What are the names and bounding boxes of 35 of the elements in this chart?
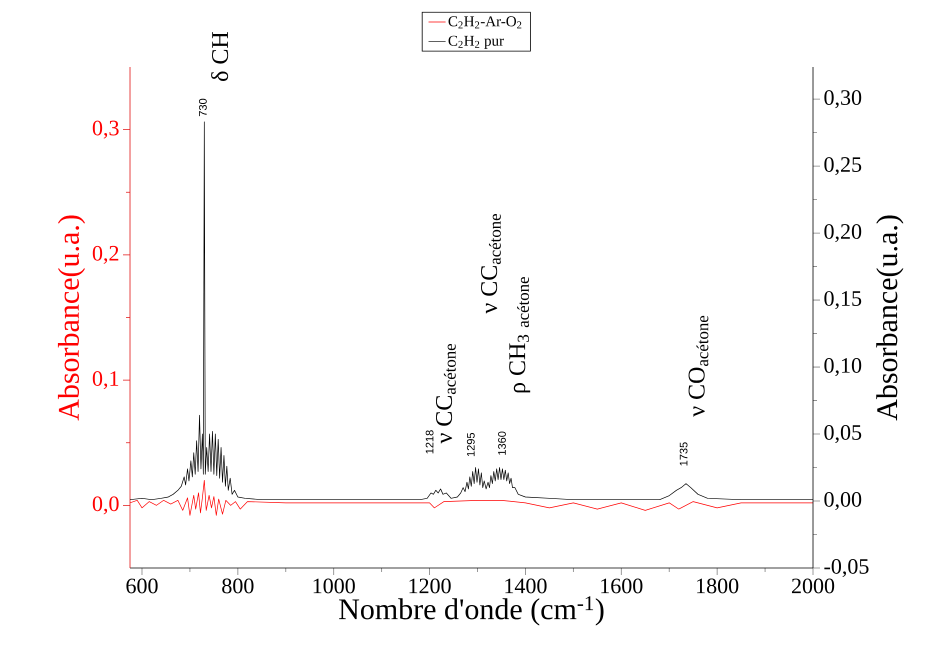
x-tick-label: 800: [222, 578, 254, 594]
x-tick-label: 1400: [505, 578, 547, 594]
y2-axis-title: Absorbance(u.a.): [876, 216, 904, 420]
x-tick-label: 2000: [792, 578, 834, 594]
legend-label: C$_{2}$H$_{2}$ pur: [448, 36, 504, 49]
y-axis-title: Absorbance(u.a.): [58, 216, 86, 420]
x-tick-label: 600: [126, 578, 158, 594]
annotation: 730: [198, 98, 207, 116]
x-tick-label: 1000: [314, 578, 355, 594]
y-tick-label: 0,1: [92, 371, 118, 390]
x-tick-label: 1200: [409, 578, 451, 594]
y-tick-label: 0,2: [92, 246, 118, 264]
y2-tick-label: 0,15: [824, 291, 862, 310]
y2-tick-label: 0,20: [824, 224, 862, 242]
y2-tick-label: -0,05: [824, 558, 869, 577]
y2-tick-label: 0,05: [824, 425, 862, 444]
legend-label: C$_{2}$H$_{2}$-Ar-O$_{2}$: [448, 16, 522, 28]
annotation: ν CO$_{acétone}$: [688, 316, 708, 417]
y-tick-label: 0,0: [92, 496, 119, 514]
annotation: δ CH: [211, 32, 228, 81]
annotation: ρ CH$_{3 acétone}$: [509, 277, 530, 392]
y2-tick-label: 0,25: [824, 157, 862, 176]
y2-tick-label: 0,10: [824, 358, 862, 376]
x-tick-label: 1800: [697, 578, 738, 594]
x-tick-label: 1600: [601, 578, 642, 594]
y2-tick-label: 0,30: [824, 90, 862, 108]
x-axis-title: Nombre d'onde (cm$^{-1}$): [339, 596, 604, 626]
y2-tick-label: 0,00: [824, 492, 862, 510]
annotation: 1218: [426, 430, 434, 454]
annotation: ν CC$_{acétone}$: [436, 344, 456, 444]
y-tick-label: 0,3: [92, 120, 119, 139]
annotation: 1295: [466, 432, 475, 456]
annotation: 1360: [498, 432, 506, 455]
annotation: ν CC$_{acétone}$: [481, 214, 501, 314]
annotation: 1735: [680, 442, 688, 466]
